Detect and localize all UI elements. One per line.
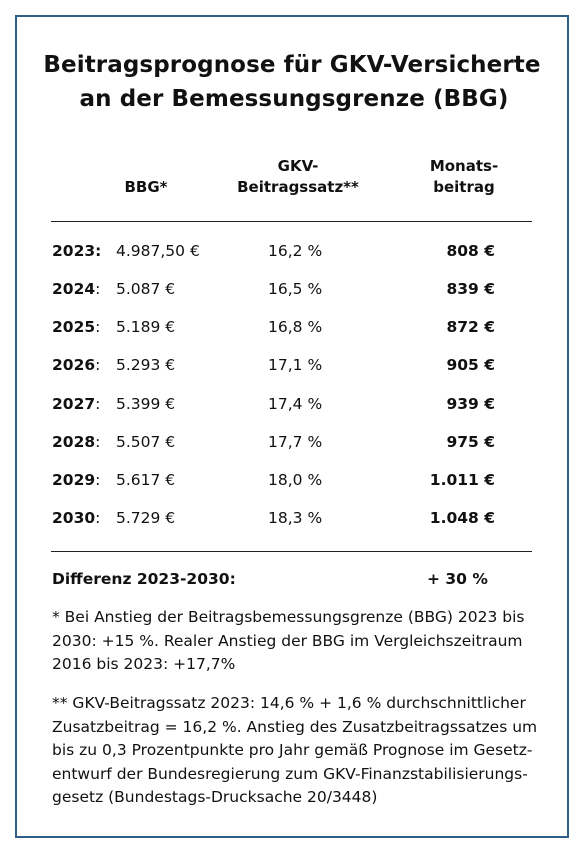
title-line-2: an der Bemessungsgrenze (BBG) — [79, 86, 509, 112]
row-monthly: 808 € — [446, 242, 495, 260]
row-monthly: 905 € — [446, 356, 495, 374]
row-rate: 18,0 % — [268, 471, 323, 489]
page-title: Beitragsprognose für GKV-Versicherte an … — [0, 48, 588, 116]
row-bbg: 5.293 € — [116, 356, 176, 374]
row-year: 2029: — [52, 471, 101, 489]
row-bbg: 5.617 € — [116, 471, 176, 489]
row-bbg: 5.399 € — [116, 395, 176, 413]
row-rate: 16,8 % — [268, 318, 323, 336]
title-line-1: Beitragsprognose für GKV-Versicherte — [43, 52, 541, 78]
column-header-monthly-line-2: beitrag — [433, 178, 495, 196]
difference-label: Differenz 2023-2030: — [52, 570, 236, 588]
footnote-bbg: * Bei Anstieg der Beitragsbemessungsgren… — [52, 608, 525, 673]
row-rate: 17,4 % — [268, 395, 323, 413]
row-rate: 18,3 % — [268, 509, 323, 527]
row-bbg: 5.087 € — [116, 280, 176, 298]
row-rate: 16,2 % — [268, 242, 323, 260]
row-year: 2026: — [52, 356, 101, 374]
row-year: 2028: — [52, 433, 101, 451]
row-year: 2023: — [52, 242, 102, 260]
row-year: 2027: — [52, 395, 101, 413]
row-bbg: 5.507 € — [116, 433, 176, 451]
document-frame — [15, 15, 569, 838]
row-monthly: 1.048 € — [429, 509, 495, 527]
column-header-monthly-line-1: Monats- — [429, 157, 499, 175]
row-rate: 17,1 % — [268, 356, 323, 374]
row-bbg: 5.189 € — [116, 318, 176, 336]
column-header-rate-line-2: Beitragssatz** — [237, 178, 359, 196]
row-monthly: 975 € — [446, 433, 495, 451]
column-header-monthly: Monats- beitrag — [414, 156, 514, 198]
row-year: 2030: — [52, 509, 101, 527]
row-monthly: 839 € — [446, 280, 495, 298]
footnote-rate: ** GKV-Beitragssatz 2023: 14,6 % + 1,6 %… — [52, 694, 538, 806]
row-rate: 16,5 % — [268, 280, 323, 298]
footer-divider — [51, 551, 532, 552]
column-header-rate-line-1: GKV- — [277, 157, 319, 175]
row-monthly: 1.011 € — [429, 471, 495, 489]
row-year: 2025: — [52, 318, 101, 336]
header-divider — [51, 221, 532, 222]
row-rate: 17,7 % — [268, 433, 323, 451]
row-year: 2024: — [52, 280, 101, 298]
column-header-rate: GKV- Beitragssatz** — [228, 156, 368, 198]
row-bbg: 5.729 € — [116, 509, 176, 527]
row-bbg: 4.987,50 € — [116, 242, 200, 260]
row-monthly: 939 € — [446, 395, 495, 413]
column-header-bbg: BBG* — [124, 178, 168, 196]
row-monthly: 872 € — [446, 318, 495, 336]
difference-value: + 30 % — [427, 570, 488, 588]
